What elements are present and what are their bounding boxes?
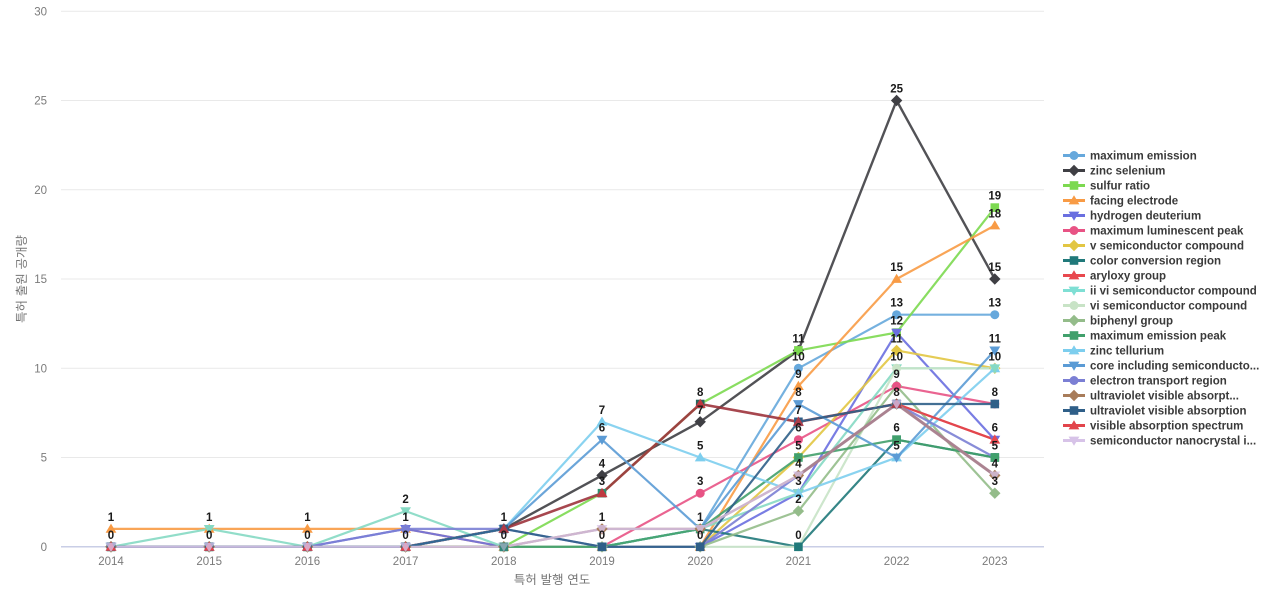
svg-text:0: 0 [501,530,507,542]
svg-text:5: 5 [992,441,999,453]
svg-text:2023: 2023 [982,556,1008,568]
svg-text:25: 25 [34,96,47,108]
svg-text:electron transport region: electron transport region [1090,376,1227,388]
svg-text:5: 5 [795,441,802,453]
svg-text:visible absorption spectrum: visible absorption spectrum [1090,421,1243,433]
svg-text:11: 11 [891,333,904,345]
svg-text:30: 30 [34,6,47,18]
svg-text:color conversion region: color conversion region [1090,256,1221,268]
svg-text:semiconductor nanocrystal i...: semiconductor nanocrystal i... [1090,436,1256,448]
svg-text:ii vi semiconductor compound: ii vi semiconductor compound [1090,286,1257,298]
svg-text:2: 2 [402,494,408,506]
svg-text:2: 2 [795,494,801,506]
svg-text:6: 6 [599,423,605,435]
svg-text:zinc tellurium: zinc tellurium [1090,346,1164,358]
svg-text:ultraviolet visible absorpt...: ultraviolet visible absorpt... [1090,391,1239,403]
svg-text:2019: 2019 [589,556,615,568]
svg-text:3: 3 [992,476,998,488]
svg-text:v semiconductor compound: v semiconductor compound [1090,241,1244,253]
svg-text:vi semiconductor compound: vi semiconductor compound [1090,301,1247,313]
svg-text:2014: 2014 [98,556,124,568]
svg-text:maximum luminescent peak: maximum luminescent peak [1090,226,1244,238]
svg-text:10: 10 [988,351,1001,363]
svg-text:3: 3 [599,476,605,488]
svg-text:12: 12 [890,316,903,328]
svg-text:0: 0 [304,530,310,542]
svg-text:15: 15 [890,262,903,274]
svg-text:2018: 2018 [491,556,517,568]
svg-text:ultraviolet visible absorption: ultraviolet visible absorption [1090,406,1247,418]
svg-text:3: 3 [795,476,801,488]
svg-text:0: 0 [108,530,114,542]
svg-text:hydrogen deuterium: hydrogen deuterium [1090,211,1201,223]
svg-text:aryloxy group: aryloxy group [1090,271,1166,283]
svg-text:maximum emission: maximum emission [1090,151,1197,163]
svg-text:8: 8 [992,387,999,399]
svg-text:0: 0 [599,530,605,542]
svg-text:core including semiconducto...: core including semiconducto... [1090,361,1259,373]
svg-text:2020: 2020 [687,556,713,568]
svg-text:6: 6 [893,423,899,435]
svg-text:15: 15 [34,274,47,286]
svg-text:0: 0 [206,530,212,542]
svg-text:5: 5 [893,441,900,453]
svg-text:9: 9 [795,369,801,381]
svg-text:8: 8 [697,387,704,399]
svg-text:2021: 2021 [786,556,812,568]
svg-text:13: 13 [890,298,903,310]
svg-text:2016: 2016 [295,556,321,568]
svg-text:13: 13 [988,298,1001,310]
svg-text:4: 4 [992,458,999,470]
svg-text:5: 5 [41,453,47,465]
svg-text:5: 5 [697,441,704,453]
svg-text:15: 15 [988,262,1001,274]
svg-text:4: 4 [599,458,606,470]
svg-text:7: 7 [795,405,801,417]
svg-text:20: 20 [34,185,47,197]
svg-text:2015: 2015 [196,556,222,568]
svg-text:0: 0 [697,530,703,542]
svg-text:1: 1 [304,512,311,524]
svg-text:1: 1 [697,512,704,524]
svg-text:8: 8 [795,387,802,399]
svg-text:25: 25 [890,84,903,96]
svg-text:1: 1 [206,512,213,524]
svg-text:10: 10 [34,363,47,375]
svg-text:6: 6 [795,423,801,435]
svg-text:4: 4 [795,458,802,470]
svg-text:10: 10 [890,351,903,363]
svg-text:0: 0 [795,530,801,542]
svg-text:sulfur ratio: sulfur ratio [1090,181,1150,193]
svg-text:1: 1 [501,512,508,524]
svg-text:8: 8 [893,387,900,399]
svg-text:0: 0 [402,530,408,542]
svg-text:9: 9 [893,369,899,381]
svg-text:3: 3 [697,476,703,488]
svg-text:10: 10 [792,351,805,363]
svg-text:facing electrode: facing electrode [1090,196,1178,208]
svg-text:biphenyl group: biphenyl group [1090,316,1173,328]
svg-text:maximum emission peak: maximum emission peak [1090,331,1227,343]
svg-text:2017: 2017 [393,556,419,568]
svg-text:1: 1 [402,512,409,524]
svg-text:7: 7 [599,405,605,417]
svg-text:7: 7 [697,405,703,417]
svg-text:18: 18 [988,209,1001,221]
svg-text:0: 0 [41,542,47,554]
svg-text:2022: 2022 [884,556,910,568]
svg-text:19: 19 [988,191,1001,203]
svg-text:zinc selenium: zinc selenium [1090,166,1165,178]
svg-text:11: 11 [792,333,805,345]
svg-text:11: 11 [989,333,1002,345]
svg-text:1: 1 [599,512,606,524]
svg-text:1: 1 [108,512,115,524]
svg-text:6: 6 [992,423,998,435]
